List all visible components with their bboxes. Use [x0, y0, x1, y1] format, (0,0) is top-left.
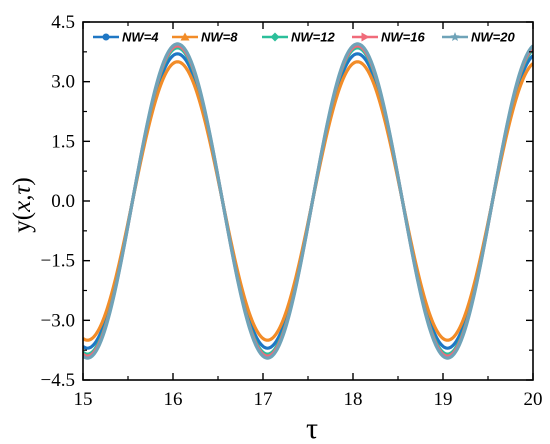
legend-item: NW=20: [442, 30, 515, 45]
legend-item: NW=16: [352, 30, 425, 45]
x-tick-label: 15: [74, 389, 93, 410]
y-axis-title-prefix: y(: [9, 212, 36, 233]
legend-label: NW=16: [381, 30, 425, 45]
legend-item: NW=12: [262, 30, 335, 45]
series-line-nw-4: [83, 52, 533, 350]
legend-label: NW=4: [122, 30, 159, 45]
y-tick-label: −3.0: [41, 310, 75, 331]
y-axis-title: y(x,τ): [9, 177, 36, 232]
legend-marker: [180, 32, 190, 41]
legend-item: NW=4: [93, 30, 159, 45]
x-tick-label: 17: [254, 389, 273, 410]
legend-marker: [102, 33, 110, 41]
y-tick-label: 4.5: [51, 12, 75, 33]
y-tick-label: 3.0: [51, 72, 75, 93]
x-tick-label: 20: [524, 389, 543, 410]
y-tick-label: 0.0: [51, 191, 75, 212]
y-tick-label: −4.5: [41, 370, 75, 391]
x-tick-label: 19: [434, 389, 453, 410]
axes: [82, 21, 534, 381]
legend: NW=4 NW=8 NW=12 NW=16 NW=20: [93, 30, 515, 45]
series-line-nw-12: [83, 46, 533, 356]
series-layer: [83, 42, 533, 360]
axis-titles: τ y(x,τ): [9, 177, 318, 444]
tick-labels: 15 16 17 18 19 20 −4.5 −3.0 −1.5 0.0 1.5 3.0 4.5: [41, 12, 543, 410]
y-axis-title-vars: x,τ: [9, 185, 36, 213]
x-tick-label: 16: [164, 389, 183, 410]
legend-marker: [361, 32, 370, 42]
legend-marker: [450, 32, 460, 42]
legend-label: NW=12: [291, 30, 335, 45]
legend-marker: [270, 32, 280, 42]
legend-label: NW=20: [471, 30, 515, 45]
series-line-nw-20: [83, 42, 533, 360]
y-tick-label: −1.5: [41, 251, 75, 272]
legend-label: NW=8: [201, 30, 238, 45]
x-tick-label: 18: [344, 389, 363, 410]
x-axis-title: τ: [306, 412, 318, 444]
y-tick-label: 1.5: [51, 131, 75, 152]
legend-item: NW=8: [172, 30, 238, 45]
y-axis-title-suffix: ): [9, 177, 36, 185]
